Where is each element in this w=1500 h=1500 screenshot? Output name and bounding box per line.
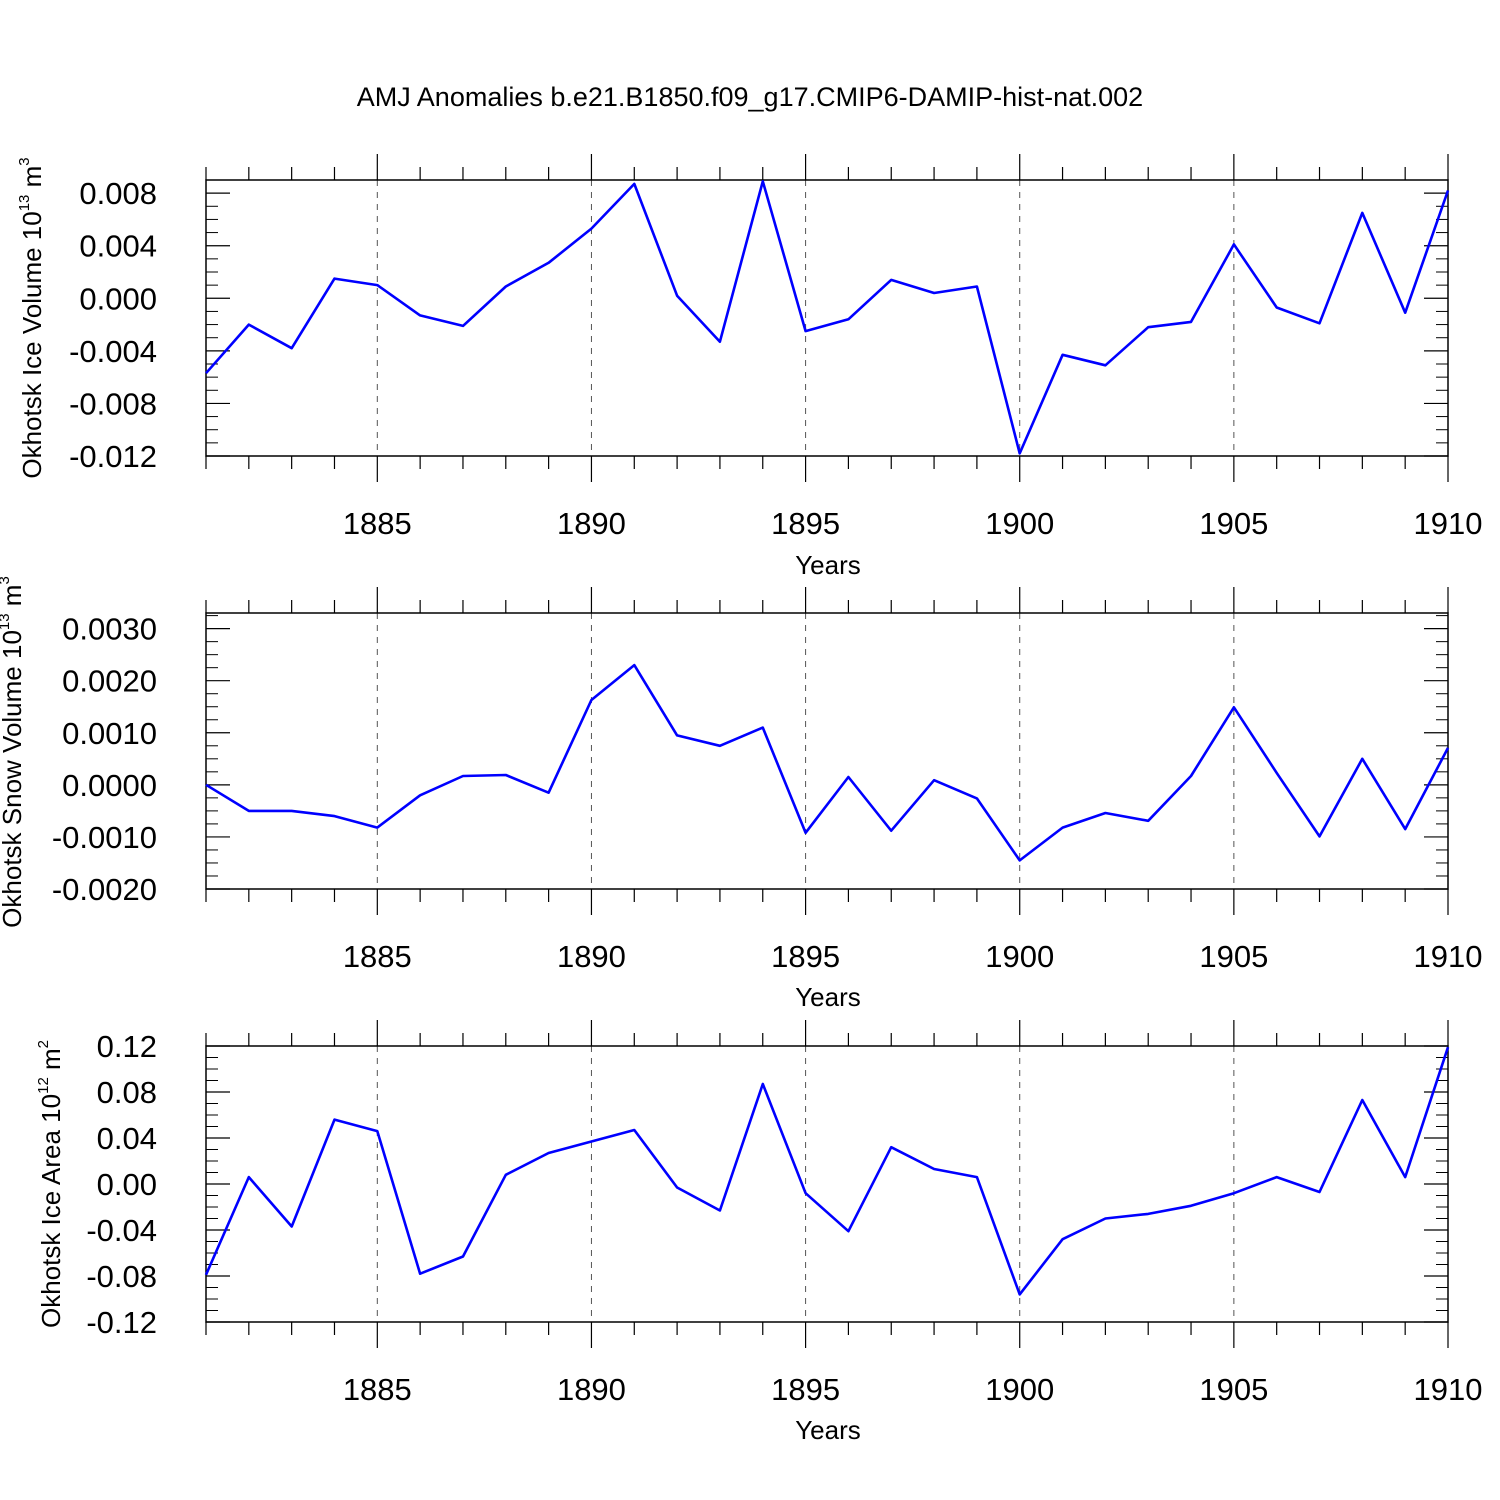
x-tick-label-1905: 1905	[1199, 1372, 1268, 1407]
panel-ice-volume-ylabel-exp2: 3	[16, 157, 33, 165]
y-tick-label-0: 0.12	[97, 1029, 157, 1064]
panel-ice-volume-ylabel-base: Okhotsk Ice Volume 10	[17, 211, 47, 478]
panel-ice-volume-plot: 1885 1890 1895 1900 1905 1910 0.008 0.004 0.000 -…	[69, 154, 1482, 541]
panel-snow-volume-ylabel-base: Okhotsk Snow Volume 10	[0, 630, 27, 928]
panel-ice-volume-ylabel: Okhotsk Ice Volume 1013 m3	[16, 157, 47, 478]
y-tick-label-3: 0.0000	[62, 768, 157, 803]
x-tick-label-1900: 1900	[985, 1372, 1054, 1407]
panel-snow-volume: 1885 1890 1895 1900 1905 1910 0.0030 0.0020 0.00…	[0, 576, 1482, 1012]
panel-snow-volume-xlabel: Years	[795, 982, 861, 1012]
y-tick-label-0: 0.008	[79, 176, 157, 211]
panel-snow-volume-ylabel-unit: m	[0, 585, 27, 614]
panel-ice-area-xlabel: Years	[795, 1415, 861, 1445]
x-tick-label-1905: 1905	[1199, 939, 1268, 974]
y-tick-label-0: 0.0030	[62, 612, 157, 647]
y-tick-label-4: -0.0010	[52, 820, 157, 855]
panel-snow-volume-ylabel: Okhotsk Snow Volume 1013 m3	[0, 576, 27, 928]
x-tick-label-1910: 1910	[1414, 506, 1483, 541]
x-tick-label-1905: 1905	[1199, 506, 1268, 541]
y-tick-label-1: 0.08	[97, 1075, 157, 1110]
panel-ice-volume-ylabel-exp1: 13	[16, 195, 33, 212]
x-tick-label-1895: 1895	[771, 506, 840, 541]
y-tick-label-3: 0.00	[97, 1167, 157, 1202]
panel-ice-area-plot: 1885 1890 1895 1900 1905 1910 0.12 0.08 0.04 0.00…	[86, 1020, 1482, 1407]
x-tick-label-1890: 1890	[557, 939, 626, 974]
panel-ice-volume-ylabel-unit: m	[17, 166, 47, 195]
panel-ice-area-ylabel: Okhotsk Ice Area 1012 m2	[35, 1040, 66, 1328]
panel-ice-area-ylabel-base: Okhotsk Ice Area 10	[36, 1094, 66, 1328]
panel-ice-area: 1885 1890 1895 1900 1905 1910 0.12 0.08 0.04 0.00…	[35, 1020, 1482, 1445]
x-tick-label-1890: 1890	[557, 1372, 626, 1407]
plot-frame	[205, 612, 1449, 890]
y-tick-label-2: 0.0010	[62, 716, 157, 751]
y-tick-label-5: -0.0020	[52, 872, 157, 907]
y-tick-label-5: -0.08	[86, 1259, 157, 1294]
panel-ice-volume: 1885 1890 1895 1900 1905 1910 0.008 0.004 0.000 -…	[16, 154, 1482, 580]
plot-frame	[205, 179, 1449, 457]
series-line-0	[205, 663, 1450, 862]
x-tick-label-1910: 1910	[1414, 939, 1483, 974]
y-tick-label-5: -0.012	[69, 439, 157, 474]
panel-ice-volume-xlabel: Years	[795, 550, 861, 580]
x-tick-label-1910: 1910	[1414, 1372, 1483, 1407]
series-line-0	[205, 180, 1450, 455]
y-tick-label-6: -0.12	[86, 1305, 157, 1340]
x-tick-label-1895: 1895	[771, 939, 840, 974]
x-tick-label-1890: 1890	[557, 506, 626, 541]
y-tick-label-4: -0.008	[69, 386, 157, 421]
x-tick-label-1895: 1895	[771, 1372, 840, 1407]
panel-snow-volume-ylabel-exp2: 3	[0, 576, 13, 584]
y-tick-label-2: 0.000	[79, 281, 157, 316]
y-tick-label-1: 0.0020	[62, 664, 157, 699]
panel-ice-area-ylabel-exp2: 2	[35, 1040, 52, 1048]
panel-snow-volume-ylabel-exp1: 13	[0, 613, 13, 630]
panel-ice-area-ylabel-unit: m	[36, 1048, 66, 1077]
y-tick-label-4: -0.04	[86, 1213, 157, 1248]
series-line-0	[204, 1046, 1450, 1296]
figure-title: AMJ Anomalies b.e21.B1850.f09_g17.CMIP6-…	[357, 82, 1143, 112]
x-tick-label-1885: 1885	[343, 939, 412, 974]
x-tick-label-1900: 1900	[985, 506, 1054, 541]
panel-ice-area-ylabel-exp1: 12	[35, 1077, 52, 1094]
y-tick-label-2: 0.04	[97, 1121, 157, 1156]
panel-snow-volume-plot: 1885 1890 1895 1900 1905 1910 0.0030 0.0020 0.00…	[52, 587, 1483, 974]
y-tick-label-1: 0.004	[79, 229, 157, 264]
y-tick-label-3: -0.004	[69, 334, 157, 369]
x-tick-label-1885: 1885	[343, 506, 412, 541]
x-tick-label-1885: 1885	[343, 1372, 412, 1407]
x-tick-label-1900: 1900	[985, 939, 1054, 974]
